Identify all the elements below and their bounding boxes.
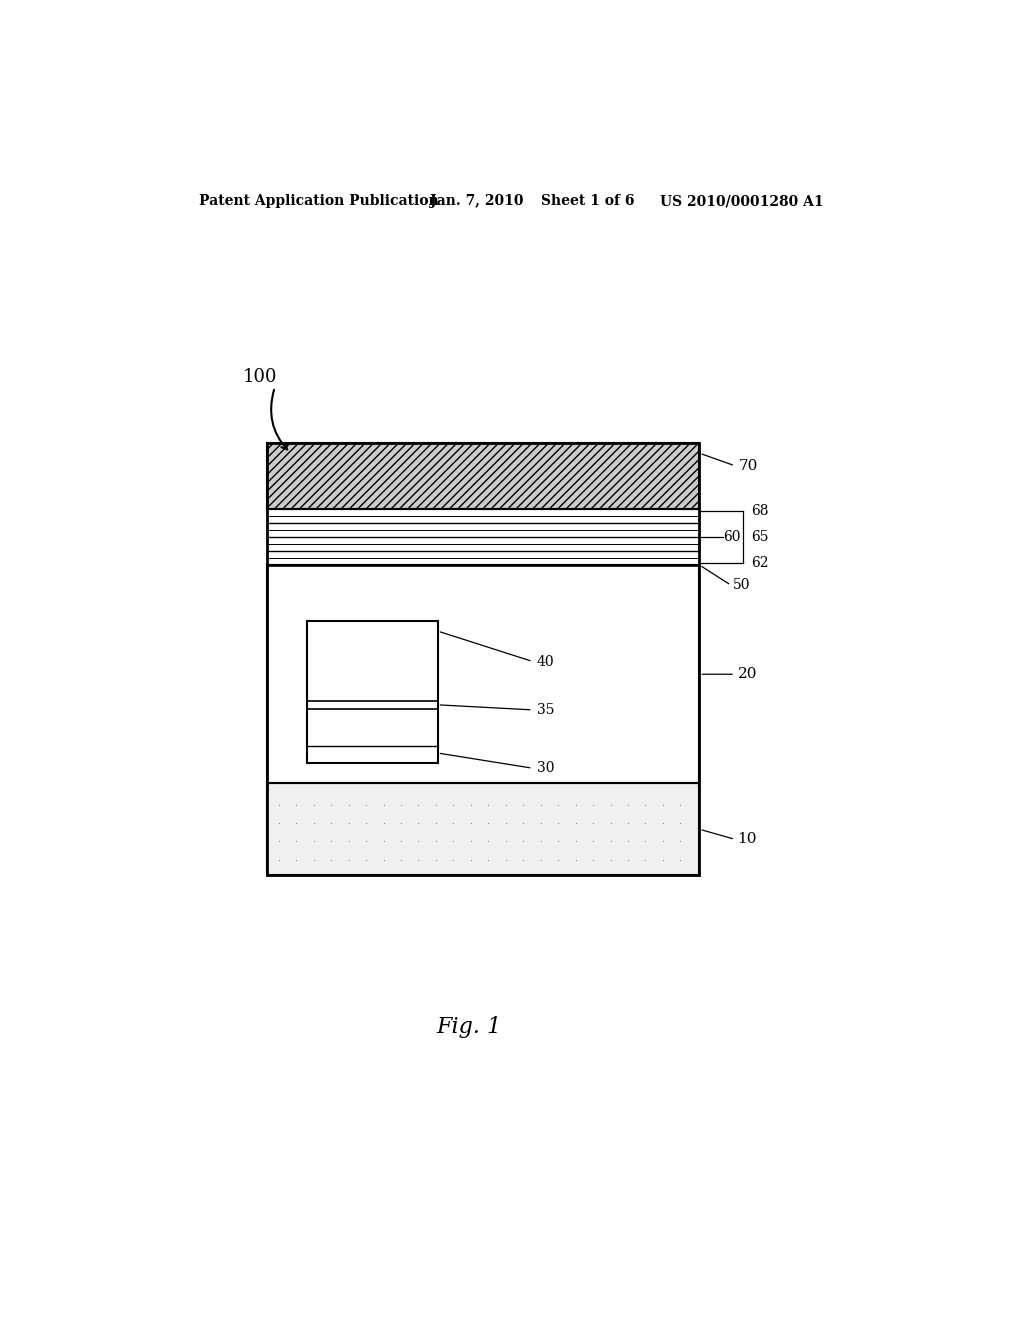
Bar — [267, 565, 699, 784]
Text: Patent Application Publication: Patent Application Publication — [200, 194, 439, 209]
Text: 62: 62 — [751, 556, 768, 570]
Text: 20: 20 — [737, 667, 757, 681]
Text: 60: 60 — [723, 531, 740, 544]
Bar — [267, 784, 699, 875]
Text: Sheet 1 of 6: Sheet 1 of 6 — [541, 194, 634, 209]
Text: 50: 50 — [733, 578, 751, 593]
Text: 70: 70 — [739, 459, 759, 473]
Bar — [267, 444, 699, 510]
Text: US 2010/0001280 A1: US 2010/0001280 A1 — [659, 194, 823, 209]
Bar — [267, 784, 699, 875]
Text: 40: 40 — [537, 655, 554, 668]
Text: Fig. 1: Fig. 1 — [436, 1016, 502, 1039]
Text: 100: 100 — [243, 368, 278, 385]
Text: 65: 65 — [751, 531, 768, 544]
Text: 10: 10 — [737, 833, 757, 846]
Text: Jan. 7, 2010: Jan. 7, 2010 — [430, 194, 523, 209]
Text: 30: 30 — [537, 762, 554, 775]
Text: 35: 35 — [537, 702, 554, 717]
Bar — [306, 620, 437, 763]
Text: 68: 68 — [751, 504, 768, 517]
Bar — [267, 444, 699, 875]
